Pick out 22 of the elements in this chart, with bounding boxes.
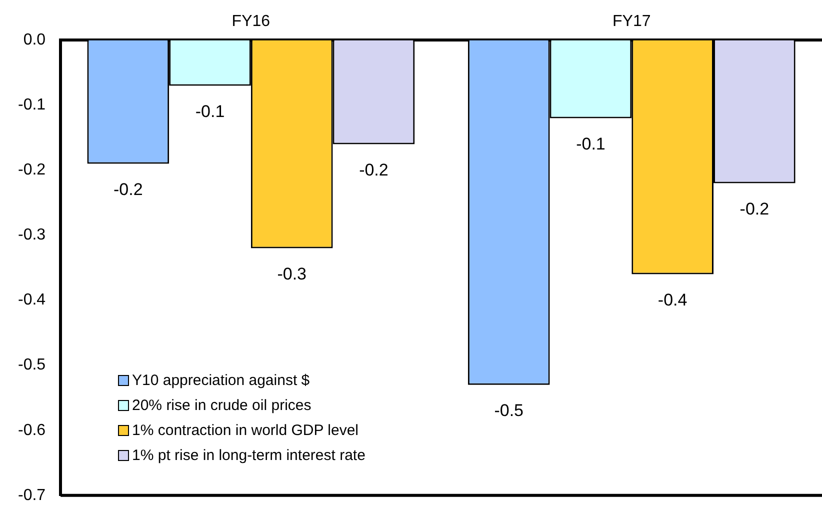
data-label: -0.4 <box>658 290 688 310</box>
legend-label: 1% pt rise in long-term interest rate <box>132 446 366 466</box>
y-tick-label: -0.2 <box>18 162 46 179</box>
y-tick-label: 0.0 <box>23 32 46 49</box>
data-label: -0.3 <box>277 264 307 284</box>
legend-label: 1% contraction in world GDP level <box>132 421 358 441</box>
data-label: -0.5 <box>494 401 524 420</box>
data-label: -0.2 <box>114 180 143 199</box>
x-tick-label: FY16 <box>232 13 270 30</box>
legend-label: Y10 appreciation against $ <box>132 371 310 391</box>
x-tick-label: FY17 <box>612 13 651 30</box>
y-tick-label: -0.5 <box>18 356 46 374</box>
data-label: -0.2 <box>740 199 770 218</box>
data-label: -0.1 <box>576 134 606 154</box>
legend-label: 20% rise in crude oil prices <box>132 396 312 416</box>
y-tick-label: -0.7 <box>18 486 46 504</box>
data-label: -0.2 <box>359 160 388 180</box>
y-tick-label: -0.1 <box>18 96 46 114</box>
data-label: -0.1 <box>195 102 225 121</box>
y-tick-label: -0.4 <box>18 292 46 309</box>
y-tick-label: -0.6 <box>18 422 46 439</box>
y-tick-label: -0.3 <box>18 226 46 244</box>
